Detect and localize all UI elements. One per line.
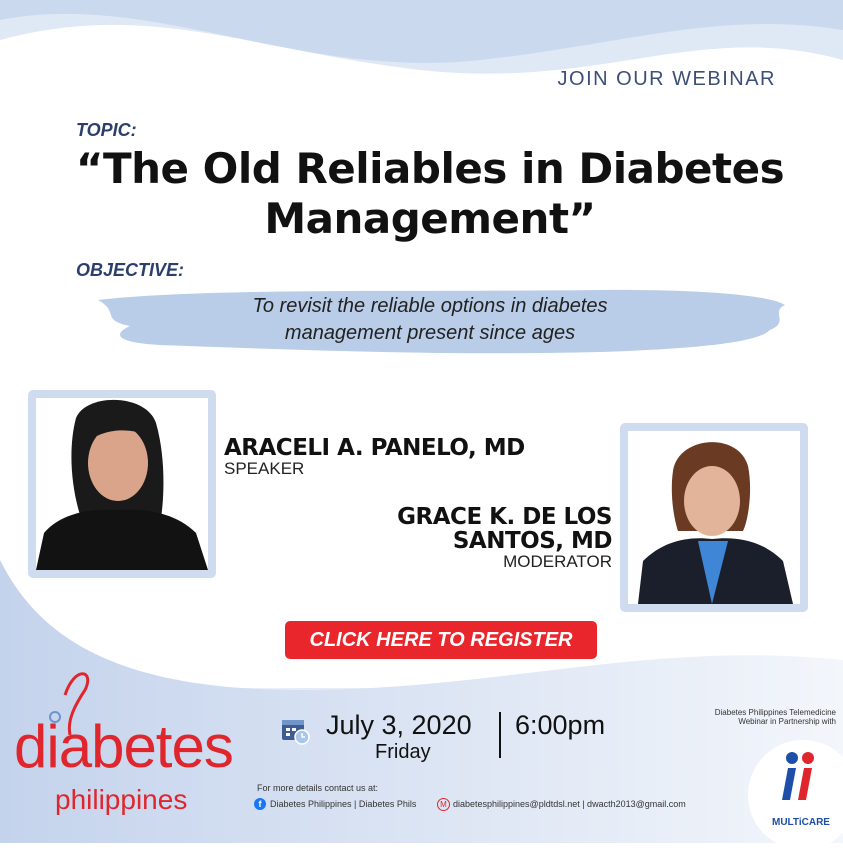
calendar-clock-icon [282,720,310,745]
speaker-name: ARACELI A. PANELO, MD [224,435,525,461]
partner-line-2: Webinar in Partnership with [738,717,836,726]
moderator-info: GRACE K. DE LOS SANTOS, MD MODERATOR [330,505,612,571]
objective-text: To revisit the reliable options in diabe… [150,293,710,347]
title-line-2: Management” [264,194,596,243]
facebook-link[interactable]: Diabetes Philippines | Diabetes Phils [270,799,417,809]
title-line-1: “The Old Reliables in Diabetes [75,144,785,193]
moderator-name-line-1: GRACE K. DE LOS [397,504,612,530]
multicare-logo-text: MULTiCARE [772,817,830,828]
register-button[interactable]: CLICK HERE TO REGISTER [285,621,597,659]
event-time: 6:00pm [515,710,606,740]
partner-text: Diabetes Philippines Telemedicine Webina… [660,708,836,726]
speaker-photo-frame [28,390,216,578]
speaker-role: SPEAKER [224,459,305,478]
email-icon: M [437,798,450,811]
event-date: July 3, 2020 [326,710,472,740]
speaker-photo [36,399,208,570]
objective-line-1: To revisit the reliable options in diabe… [252,295,608,317]
objective-line-2: management present since ages [284,322,576,344]
contact-intro: For more details contact us at: [257,783,379,793]
multicare-logo-icon [782,752,814,800]
event-day: Friday [375,741,431,763]
philippines-logo-word: philippines [55,784,188,815]
moderator-photo [638,442,793,604]
email-links[interactable]: diabetesphilippines@pldtdsl.net | dwacth… [453,799,686,809]
diabetes-logo-word: diabetes [14,713,234,780]
moderator-photo-frame [620,423,808,612]
date-time-divider [499,712,501,758]
partner-line-1: Diabetes Philippines Telemedicine [714,708,836,717]
topic-label: TOPIC: [76,120,137,140]
webinar-title: “The Old Reliables in Diabetes Managemen… [40,144,820,244]
facebook-icon: f [254,798,266,810]
join-webinar-label: JOIN OUR WEBINAR [557,68,776,90]
moderator-name-line-2: SANTOS, MD [452,528,613,554]
moderator-role: MODERATOR [503,552,612,571]
speaker-info: ARACELI A. PANELO, MD SPEAKER [224,436,525,478]
diabetes-logo-mark-icon [49,672,90,735]
objective-label: OBJECTIVE: [76,260,185,280]
